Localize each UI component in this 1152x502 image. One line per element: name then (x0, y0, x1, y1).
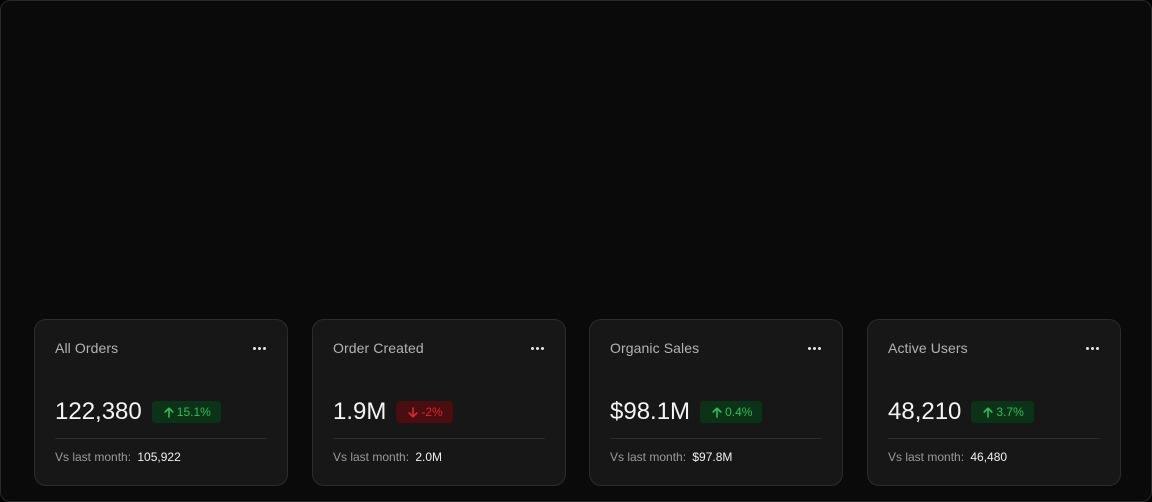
comparison: Vs last month: 105,922 (55, 450, 181, 464)
change-badge: 0.4% (700, 401, 763, 423)
comparison-value: 105,922 (137, 450, 181, 464)
more-horizontal-icon (530, 346, 534, 350)
divider (55, 438, 267, 439)
card-menu-button[interactable] (527, 340, 547, 356)
card-title: All Orders (55, 340, 119, 356)
card-menu-button[interactable] (804, 340, 824, 356)
card-title: Organic Sales (610, 340, 700, 356)
change-value: 15.1% (176, 405, 211, 419)
change-badge: 3.7% (971, 401, 1034, 423)
change-value: -2% (421, 405, 443, 419)
metric-value: $98.1M (610, 398, 691, 425)
more-horizontal-icon (807, 346, 811, 350)
divider (888, 438, 1100, 439)
comparison-value: 2.0M (415, 450, 443, 464)
value-row: 122,380 15.1% (55, 398, 221, 426)
change-value: 0.4% (725, 405, 753, 419)
card-title: Order Created (333, 340, 424, 356)
arrow-down-icon (408, 406, 418, 418)
metric-value: 122,380 (55, 398, 142, 425)
change-badge: 15.1% (151, 401, 221, 423)
arrow-up-icon (712, 406, 722, 418)
stat-card-organic-sales: Organic Sales $98.1M 0.4% Vs last month:… (589, 319, 843, 486)
comparison: Vs last month: 46,480 (888, 450, 1007, 464)
arrow-up-icon (983, 406, 994, 418)
metric-value: 48,210 (888, 398, 962, 425)
comparison-label: Vs last month: (610, 450, 687, 464)
change-value: 3.7% (996, 405, 1024, 419)
comparison-value: $97.8M (692, 450, 733, 464)
comparison-value: 46,480 (970, 450, 1008, 464)
value-row: 1.9M -2% (333, 398, 453, 426)
metric-value: 1.9M (333, 398, 387, 425)
more-horizontal-icon (1085, 346, 1089, 350)
card-title: Active Users (888, 340, 968, 356)
divider (610, 438, 822, 439)
change-badge: -2% (396, 401, 453, 423)
comparison-label: Vs last month: (55, 450, 132, 464)
more-horizontal-icon (252, 346, 256, 350)
divider (333, 438, 545, 439)
comparison-label: Vs last month: (333, 450, 410, 464)
stat-card-all-orders: All Orders 122,380 15.1% Vs last month: … (34, 319, 288, 486)
comparison-label: Vs last month: (888, 450, 965, 464)
arrow-up-icon (164, 406, 174, 418)
value-row: $98.1M 0.4% (610, 398, 763, 426)
card-menu-button[interactable] (249, 340, 269, 356)
comparison: Vs last month: 2.0M (333, 450, 442, 464)
stat-card-active-users: Active Users 48,210 3.7% Vs last month: … (867, 319, 1121, 486)
stat-cards: All Orders 122,380 15.1% Vs last month: … (34, 319, 1121, 486)
comparison: Vs last month: $97.8M (610, 450, 732, 464)
value-row: 48,210 3.7% (888, 398, 1034, 426)
card-menu-button[interactable] (1082, 340, 1102, 356)
stat-card-order-created: Order Created 1.9M -2% Vs last month: 2.… (312, 319, 566, 486)
